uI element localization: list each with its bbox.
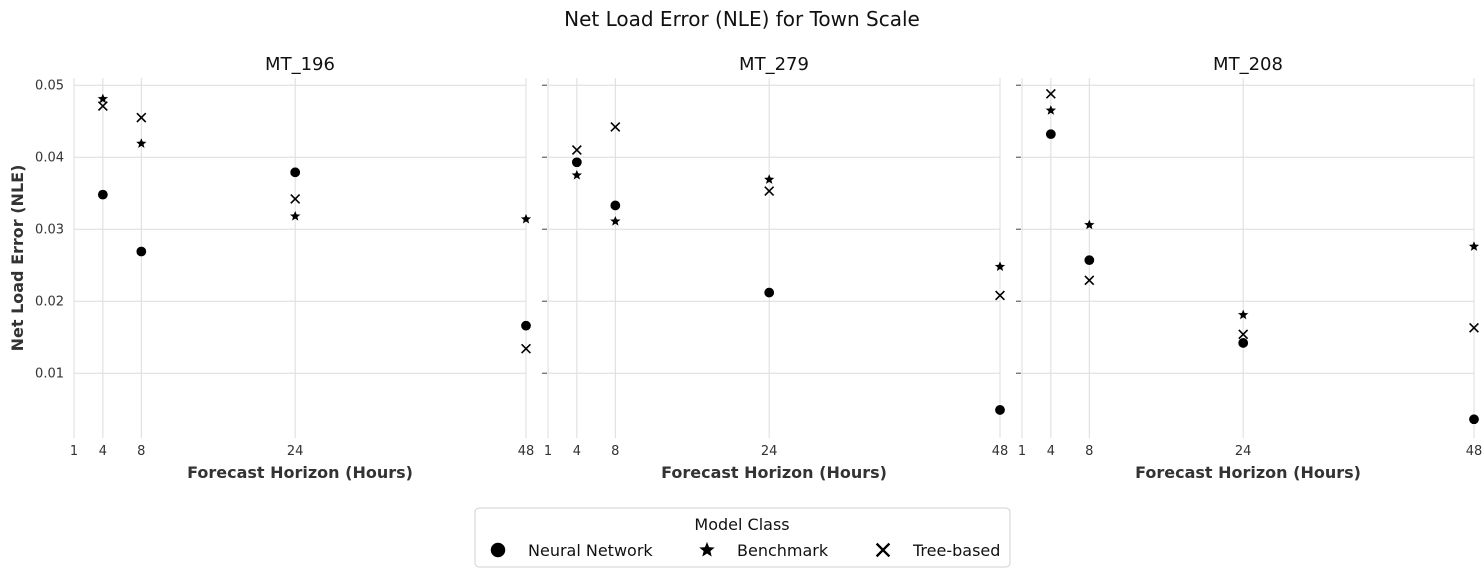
data-point-circle <box>97 189 109 201</box>
data-point-circle <box>1468 413 1480 425</box>
data-point-x <box>97 101 108 112</box>
x-tick-label: 24 <box>287 444 304 459</box>
data-point-circle <box>520 320 532 332</box>
data-point-x <box>136 112 147 123</box>
x-tick-label: 4 <box>573 444 581 459</box>
data-point-circle <box>1083 254 1095 266</box>
data-point-x <box>995 290 1005 301</box>
legend-entry-label: Tree-based <box>912 541 1000 560</box>
x-tick-label: 24 <box>1235 444 1252 459</box>
x-tick-label: 48 <box>992 444 1009 459</box>
data-point-star <box>519 212 533 225</box>
data-point-x <box>1084 275 1095 286</box>
panel-title: MT_279 <box>739 54 809 75</box>
legend-marker-circle <box>490 542 506 558</box>
data-point-x <box>764 186 775 197</box>
legend-entry-label: Neural Network <box>528 541 653 560</box>
data-point-star <box>1467 239 1481 252</box>
x-tick-label: 48 <box>1466 444 1483 459</box>
legend-marker-star <box>698 540 716 558</box>
data-point-star <box>1044 103 1058 116</box>
data-point-circle <box>1045 128 1057 140</box>
legend: Model Class Neural Network Benchmark Tree-b… <box>474 507 1011 568</box>
x-axis-label: Forecast Horizon (Hours) <box>187 463 413 482</box>
y-tick-label: 0.05 <box>35 79 64 94</box>
x-axis-label: Forecast Horizon (Hours) <box>1135 463 1361 482</box>
x-tick-label: 4 <box>99 444 107 459</box>
y-axis-label: Net Load Error (NLE) <box>8 165 27 352</box>
data-point-x <box>610 121 621 132</box>
data-point-star <box>993 259 1007 273</box>
x-tick-label: 48 <box>518 444 535 459</box>
x-axis-label: Forecast Horizon (Hours) <box>661 463 887 482</box>
y-tick-label: 0.02 <box>35 295 64 310</box>
data-point-x <box>521 343 531 354</box>
data-point-star <box>762 172 776 185</box>
data-point-star <box>134 136 148 149</box>
legend-entry-label: Benchmark <box>737 541 829 560</box>
x-tick-label: 8 <box>611 444 619 459</box>
data-point-circle <box>289 166 301 178</box>
data-point-star <box>288 209 302 222</box>
data-point-circle <box>994 404 1006 416</box>
x-tick-label: 8 <box>1085 444 1093 459</box>
data-point-x <box>1045 88 1056 99</box>
chart-title: Net Load Error (NLE) for Town Scale <box>564 7 920 31</box>
data-point-circle <box>609 199 621 211</box>
x-tick-label: 1 <box>544 444 552 459</box>
data-point-star <box>1082 218 1096 231</box>
data-point-star <box>1236 308 1250 321</box>
data-point-circle <box>1237 337 1249 349</box>
data-point-x <box>1238 329 1249 340</box>
data-point-star <box>608 214 622 227</box>
data-point-circle <box>763 287 775 299</box>
panel-title: MT_208 <box>1213 54 1283 75</box>
x-tick-label: 1 <box>70 444 78 459</box>
legend-title: Model Class <box>694 515 789 534</box>
legend-box <box>474 507 1011 568</box>
y-tick-label: 0.04 <box>35 151 64 166</box>
data-point-x <box>290 193 301 204</box>
legend-marker-x <box>875 542 891 558</box>
data-point-star <box>96 92 110 105</box>
data-point-circle <box>135 246 147 258</box>
data-point-star <box>570 168 584 181</box>
panel-title: MT_196 <box>265 54 335 75</box>
x-tick-label: 8 <box>137 444 145 459</box>
x-tick-label: 24 <box>761 444 778 459</box>
y-tick-label: 0.03 <box>35 223 64 238</box>
data-point-x <box>1469 322 1479 333</box>
data-point-circle <box>571 156 583 168</box>
data-point-x <box>571 145 582 155</box>
x-tick-label: 1 <box>1018 444 1026 459</box>
x-tick-label: 4 <box>1047 444 1055 459</box>
y-tick-label: 0.01 <box>35 367 64 382</box>
